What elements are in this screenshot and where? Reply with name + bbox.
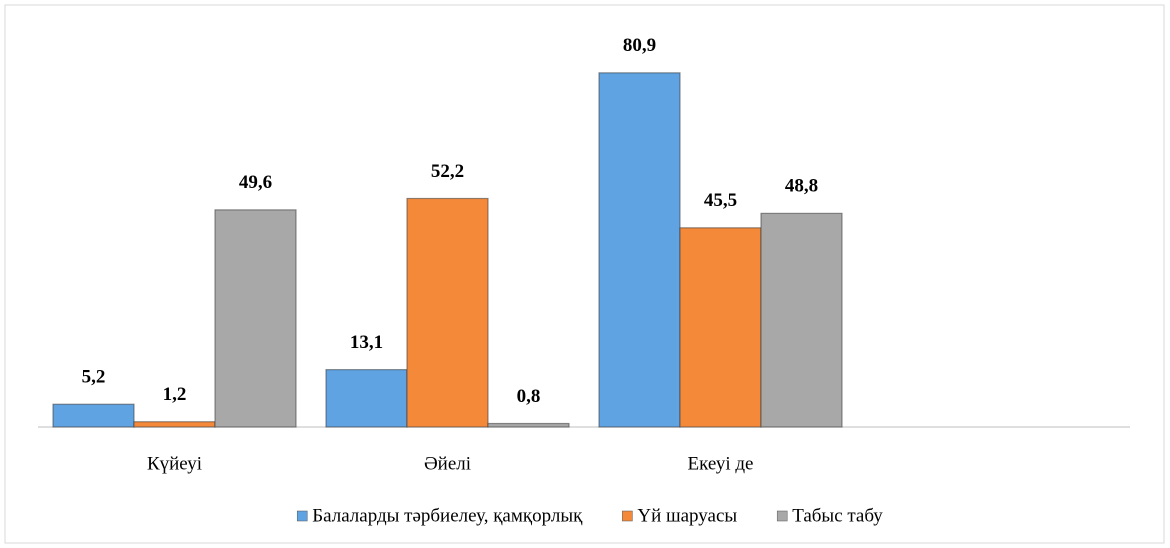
legend-label: Үй шаруасы [637,505,737,526]
data-label: 49,6 [239,172,272,193]
x-tick-label: Екеуі де [688,453,754,474]
bar [406,197,489,428]
bar [52,403,135,428]
bar [325,369,408,428]
data-label: 0,8 [517,386,541,407]
data-label: 1,2 [163,384,187,405]
data-label: 13,1 [350,332,383,353]
bar [133,421,216,428]
legend-swatch [622,510,633,522]
legend-swatch [776,510,788,522]
x-tick-label: Күйеуі [147,453,202,474]
legend: Балаларды тәрбиелеу, қамқорлық Үй шаруасы… [296,505,883,526]
data-label: 52,2 [431,161,464,182]
chart-border [4,4,1165,544]
legend-label: Балаларды тәрбиелеу, қамқорлық [312,505,583,526]
bar [487,422,570,428]
bar [760,212,843,428]
legend-label: Табыс табу [792,505,883,526]
legend-swatch [296,510,308,522]
data-label: 48,8 [785,176,818,197]
bar [598,72,681,428]
x-tick-label: Әйелі [424,453,471,474]
data-label: 45,5 [704,190,737,211]
data-label: 5,2 [82,367,106,388]
bar [679,227,762,428]
data-label: 80,9 [623,35,656,56]
bar [214,209,297,428]
